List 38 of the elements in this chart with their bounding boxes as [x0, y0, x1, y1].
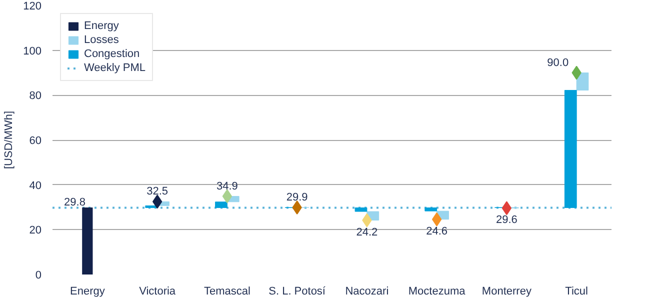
point [502, 201, 512, 216]
y-tick-label: 0 [35, 270, 42, 282]
legend-label: Energy [84, 20, 119, 32]
point [152, 194, 162, 209]
y-tick-label: 100 [23, 45, 42, 58]
x-tick-label: Moctezuma [408, 286, 466, 298]
bar [424, 207, 438, 212]
y-axis-title: [USD/MWh] [3, 110, 16, 170]
x-tick-label: Victoria [139, 286, 176, 298]
legend-label: Weekly PML [84, 62, 146, 74]
legend-label: Congestion [84, 48, 140, 60]
bar [215, 202, 228, 208]
data-label: 24.6 [426, 225, 448, 238]
y-tick-label: 20 [29, 224, 42, 237]
data-label: 29.8 [64, 196, 86, 209]
point [432, 212, 442, 226]
bar [354, 207, 368, 212]
y-tick-label: 120 [23, 0, 42, 12]
bar [576, 72, 589, 90]
data-label: 24.2 [356, 226, 378, 238]
data-label: 29.6 [496, 214, 518, 226]
x-tick-label: Ticul [565, 286, 588, 298]
x-tick-label: S. L. Potosí [268, 286, 326, 298]
legend-label: Losses [84, 34, 119, 46]
x-tick-label: Energy [70, 286, 106, 298]
bar [82, 207, 93, 274]
bar [564, 90, 577, 208]
x-tick-label: Monterrey [482, 286, 532, 298]
data-label: 32.5 [146, 186, 168, 198]
x-tick-label: Temascal [204, 286, 250, 298]
data-label: 34.9 [216, 180, 238, 192]
y-tick-label: 40 [29, 180, 42, 192]
y-tick-label: 60 [29, 135, 42, 147]
x-tick-label: Nacozari [345, 286, 389, 298]
data-label: 29.9 [286, 191, 308, 204]
point [222, 189, 232, 204]
y-tick-label: 80 [29, 90, 42, 102]
data-label: 90.0 [547, 56, 569, 69]
